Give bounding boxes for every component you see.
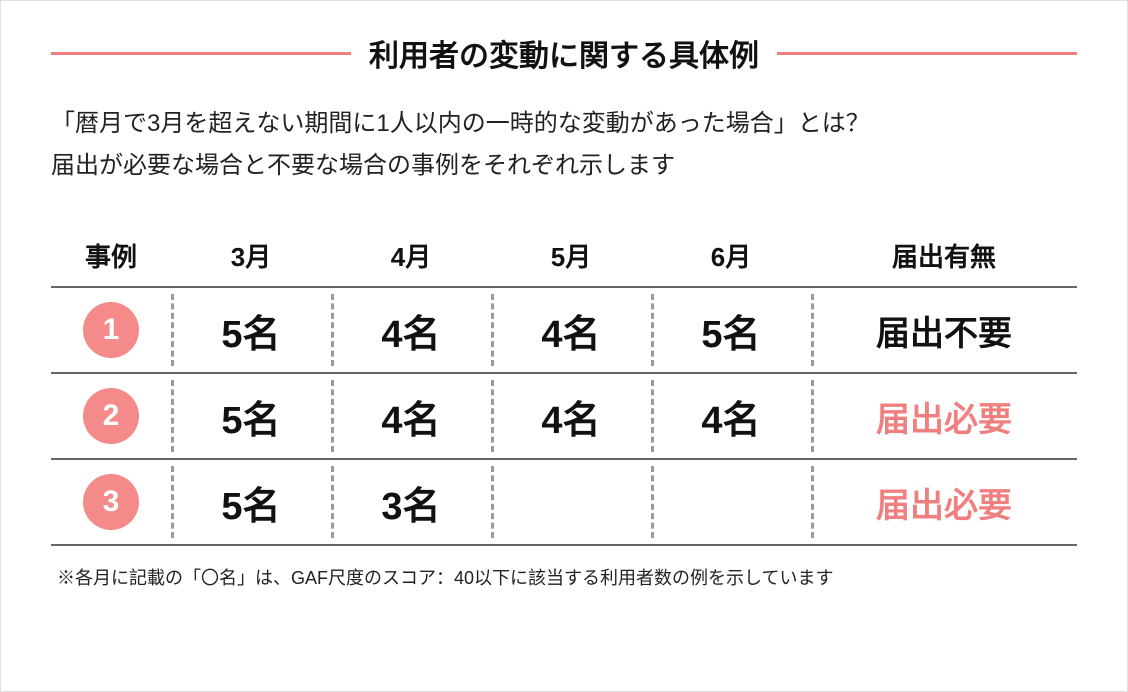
result-required: 届出必要 bbox=[876, 401, 1012, 439]
intro-text: 「暦月で3月を超えない期間に1人以内の一時的な変動があった場合」とは？ 届出が必… bbox=[51, 103, 1077, 187]
cell-m3: 5名 bbox=[171, 372, 331, 458]
case-badge: 2 bbox=[83, 388, 139, 444]
title-rule-left bbox=[51, 52, 351, 55]
col-header-result: 届出有無 bbox=[811, 227, 1077, 286]
cell-m3: 5名 bbox=[171, 458, 331, 546]
col-header-april: 4月 bbox=[331, 227, 491, 286]
result-required: 届出必要 bbox=[876, 487, 1012, 525]
footnote-text: ※各月に記載の「〇名」は、GAF尺度のスコア：40以下に該当する利用者数の例を示… bbox=[51, 564, 1077, 590]
col-header-case: 事例 bbox=[51, 227, 171, 286]
cell-m6: 4名 bbox=[651, 372, 811, 458]
cell-m6 bbox=[651, 458, 811, 546]
table-row: 3 5名 3名 届出必要 bbox=[51, 458, 1077, 546]
col-header-may: 5月 bbox=[491, 227, 651, 286]
col-header-march: 3月 bbox=[171, 227, 331, 286]
cell-m5: 4名 bbox=[491, 286, 651, 372]
example-card: 利用者の変動に関する具体例 「暦月で3月を超えない期間に1人以内の一時的な変動が… bbox=[0, 0, 1128, 692]
case-index-cell: 3 bbox=[51, 458, 171, 546]
cell-result: 届出必要 bbox=[811, 458, 1077, 546]
cell-m6: 5名 bbox=[651, 286, 811, 372]
title-row: 利用者の変動に関する具体例 bbox=[51, 31, 1077, 75]
cell-m4: 4名 bbox=[331, 372, 491, 458]
cell-m5 bbox=[491, 458, 651, 546]
col-header-june: 6月 bbox=[651, 227, 811, 286]
cell-m4: 4名 bbox=[331, 286, 491, 372]
cell-result: 届出不要 bbox=[811, 286, 1077, 372]
case-badge: 3 bbox=[83, 474, 139, 530]
table-header-row: 事例 3月 4月 5月 6月 届出有無 bbox=[51, 227, 1077, 286]
table-body: 1 5名 4名 4名 5名 届出不要 2 5名 4名 4名 4名 届出必要 3 … bbox=[51, 286, 1077, 546]
case-index-cell: 2 bbox=[51, 372, 171, 458]
cell-m4: 3名 bbox=[331, 458, 491, 546]
intro-line-1: 「暦月で3月を超えない期間に1人以内の一時的な変動があった場合」とは？ bbox=[51, 110, 870, 137]
title-text: 利用者の変動に関する具体例 bbox=[369, 31, 759, 75]
cell-m5: 4名 bbox=[491, 372, 651, 458]
case-index-cell: 1 bbox=[51, 286, 171, 372]
table-row: 2 5名 4名 4名 4名 届出必要 bbox=[51, 372, 1077, 458]
title-rule-right bbox=[777, 52, 1077, 55]
result-not-required: 届出不要 bbox=[876, 315, 1012, 353]
cell-result: 届出必要 bbox=[811, 372, 1077, 458]
cell-m3: 5名 bbox=[171, 286, 331, 372]
cases-table: 事例 3月 4月 5月 6月 届出有無 1 5名 4名 4名 5名 届出不要 2… bbox=[51, 227, 1077, 546]
intro-line-2: 届出が必要な場合と不要な場合の事例をそれぞれ示します bbox=[51, 152, 675, 179]
table-row: 1 5名 4名 4名 5名 届出不要 bbox=[51, 286, 1077, 372]
case-badge: 1 bbox=[83, 302, 139, 358]
